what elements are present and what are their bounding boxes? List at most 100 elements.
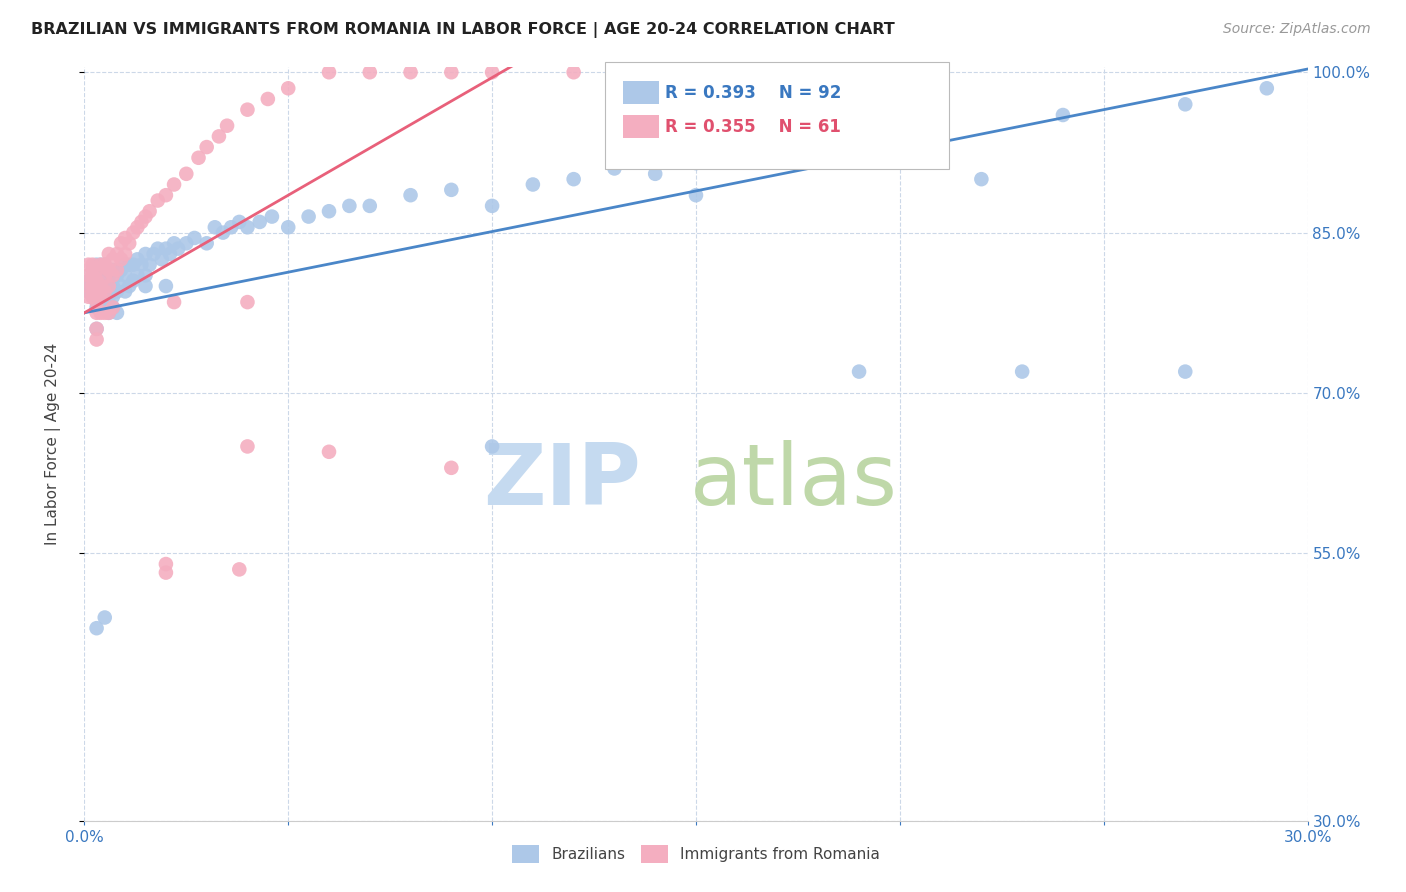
- Point: [86, 301, 108, 315]
- Point: [848, 140, 870, 154]
- Point: [440, 65, 463, 79]
- Point: [114, 268, 136, 283]
- Point: [183, 231, 205, 245]
- Point: [257, 92, 280, 106]
- Point: [86, 268, 108, 283]
- Point: [77, 285, 100, 299]
- Point: [195, 140, 218, 154]
- Point: [90, 268, 112, 283]
- Point: [97, 247, 120, 261]
- Point: [97, 263, 120, 277]
- Point: [93, 263, 115, 277]
- Point: [118, 279, 141, 293]
- Point: [114, 247, 136, 261]
- Point: [101, 268, 124, 283]
- Point: [77, 268, 100, 283]
- Point: [146, 242, 169, 256]
- Point: [90, 279, 112, 293]
- Point: [86, 306, 108, 320]
- Point: [146, 194, 169, 208]
- Point: [101, 279, 124, 293]
- Point: [135, 247, 157, 261]
- Point: [122, 258, 145, 272]
- Point: [249, 215, 271, 229]
- Point: [260, 210, 283, 224]
- Point: [163, 295, 186, 310]
- Point: [90, 279, 112, 293]
- Point: [167, 242, 190, 256]
- Point: [86, 322, 108, 336]
- Point: [236, 103, 259, 117]
- Point: [101, 301, 124, 315]
- Point: [298, 210, 321, 224]
- Point: [155, 557, 177, 571]
- Point: [1174, 97, 1197, 112]
- Text: R = 0.355    N = 61: R = 0.355 N = 61: [665, 118, 841, 136]
- Point: [212, 226, 235, 240]
- Point: [155, 242, 177, 256]
- Point: [77, 274, 100, 288]
- Point: [217, 119, 239, 133]
- Point: [97, 268, 120, 283]
- Point: [86, 285, 108, 299]
- Point: [562, 65, 585, 79]
- Point: [122, 226, 145, 240]
- Point: [131, 215, 153, 229]
- Point: [90, 306, 112, 320]
- Point: [86, 258, 108, 272]
- Point: [77, 279, 100, 293]
- Point: [174, 236, 197, 251]
- Point: [848, 365, 870, 379]
- Point: [236, 439, 259, 453]
- Legend: Brazilians, Immigrants from Romania: Brazilians, Immigrants from Romania: [506, 838, 886, 870]
- Point: [970, 172, 993, 186]
- Point: [481, 439, 503, 453]
- Point: [90, 301, 112, 315]
- Point: [114, 285, 136, 299]
- Point: [105, 306, 128, 320]
- Point: [277, 81, 299, 95]
- Point: [86, 295, 108, 310]
- Point: [481, 65, 503, 79]
- Point: [228, 215, 250, 229]
- Point: [93, 301, 115, 315]
- Point: [101, 290, 124, 304]
- Point: [105, 247, 128, 261]
- Point: [440, 183, 463, 197]
- Point: [127, 268, 149, 283]
- Point: [93, 258, 115, 272]
- Point: [101, 252, 124, 267]
- Point: [86, 621, 108, 635]
- Point: [399, 188, 422, 202]
- Point: [277, 220, 299, 235]
- Point: [150, 252, 173, 267]
- Point: [93, 285, 115, 299]
- Text: R = 0.393    N = 92: R = 0.393 N = 92: [665, 84, 841, 102]
- Point: [97, 279, 120, 293]
- Point: [219, 220, 242, 235]
- Point: [82, 290, 104, 304]
- Point: [359, 199, 381, 213]
- Point: [86, 274, 108, 288]
- Point: [82, 263, 104, 277]
- Point: [135, 279, 157, 293]
- Point: [90, 258, 112, 272]
- Point: [77, 279, 100, 293]
- Point: [1052, 108, 1074, 122]
- Point: [725, 151, 748, 165]
- Point: [101, 263, 124, 277]
- Text: atlas: atlas: [690, 440, 898, 523]
- Point: [86, 263, 108, 277]
- Point: [93, 295, 115, 310]
- Point: [114, 231, 136, 245]
- Point: [118, 258, 141, 272]
- Point: [86, 333, 108, 347]
- Point: [318, 65, 340, 79]
- Point: [1256, 81, 1278, 95]
- Point: [101, 301, 124, 315]
- Point: [86, 322, 108, 336]
- Point: [118, 236, 141, 251]
- Point: [105, 268, 128, 283]
- Point: [135, 210, 157, 224]
- Point: [155, 279, 177, 293]
